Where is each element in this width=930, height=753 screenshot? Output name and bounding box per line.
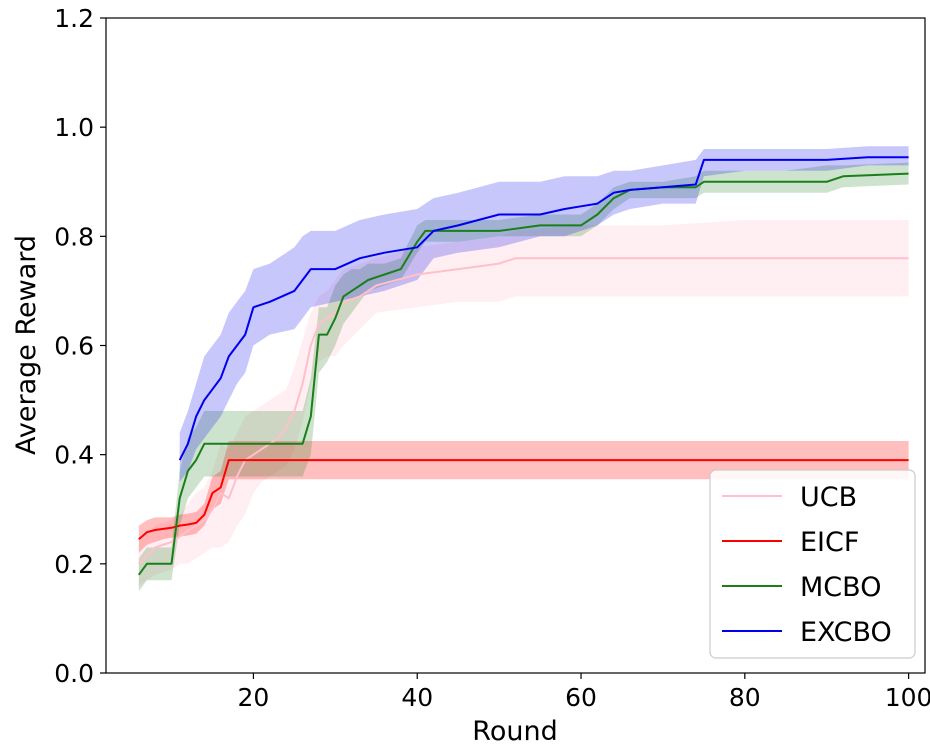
legend-label-ucb: UCB bbox=[800, 482, 857, 513]
series-line-eicf bbox=[138, 459, 909, 541]
band-excbo bbox=[179, 146, 909, 483]
legend-box bbox=[709, 469, 916, 659]
band-ucb bbox=[138, 220, 909, 586]
x-tick-label: 40 bbox=[401, 683, 433, 712]
x-axis-label: Round bbox=[472, 716, 557, 747]
y-tick-label: 1.0 bbox=[54, 113, 94, 142]
series-line-excbo bbox=[178, 156, 909, 461]
y-axis-ticks: 0.0 0.2 0.4 0.6 0.8 1.0 1.2 bbox=[54, 4, 106, 688]
y-tick-label: 0.6 bbox=[54, 332, 94, 361]
x-axis-ticks: 20 40 60 80 100 bbox=[238, 673, 930, 712]
band-eicf bbox=[138, 441, 909, 553]
legend: UCB EICF MCBO EXCBO bbox=[709, 469, 916, 659]
x-tick-label: 80 bbox=[729, 683, 761, 712]
series-line-mcbo bbox=[137, 172, 909, 576]
series-line-ucb bbox=[138, 257, 909, 565]
x-tick-label: 60 bbox=[565, 683, 597, 712]
y-axis-label: Average Reward bbox=[11, 235, 42, 455]
confidence-bands bbox=[138, 146, 909, 592]
x-tick-label: 100 bbox=[885, 683, 930, 712]
legend-label-eicf: EICF bbox=[800, 527, 859, 558]
series-lines bbox=[137, 156, 909, 576]
legend-label-excbo: EXCBO bbox=[800, 617, 892, 648]
y-tick-label: 1.2 bbox=[54, 4, 94, 33]
legend-label-mcbo: MCBO bbox=[800, 572, 881, 603]
x-tick-label: 20 bbox=[238, 683, 270, 712]
y-tick-label: 0.2 bbox=[54, 550, 94, 579]
y-tick-label: 0.8 bbox=[54, 222, 94, 251]
y-tick-label: 0.0 bbox=[54, 659, 94, 688]
y-tick-label: 0.4 bbox=[54, 441, 94, 470]
